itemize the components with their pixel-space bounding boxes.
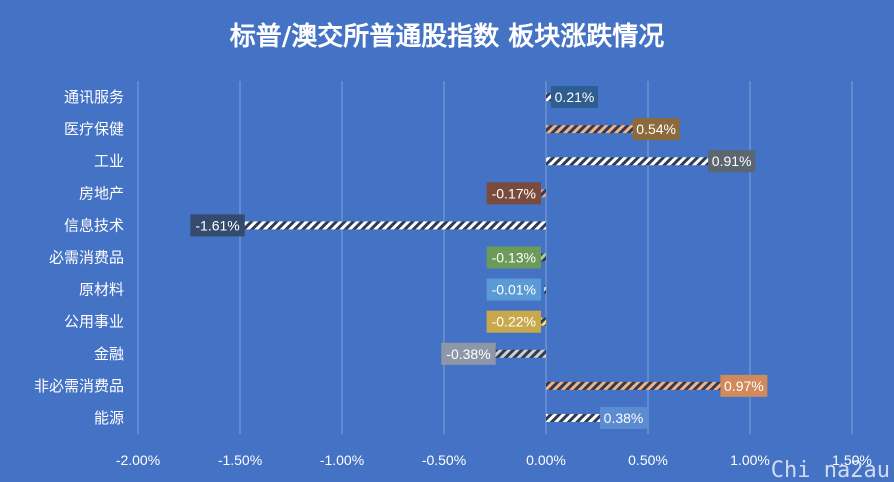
category-label: 金融 (94, 345, 124, 363)
data-label-text: -0.13% (492, 250, 536, 266)
x-tick-labels: -2.00% -1.50% -1.00% -0.50% 0.00% 0.50% 1.00% 1… (116, 452, 872, 468)
category-label: 通讯服务 (64, 88, 124, 106)
data-label-text: -0.17% (492, 185, 536, 201)
data-label: 0.91% (708, 150, 756, 173)
data-label-box (441, 342, 496, 365)
x-tick-label: 1.00% (730, 452, 770, 468)
data-label-text: -0.01% (492, 282, 536, 298)
data-label: -0.01% (486, 278, 541, 301)
data-label: -1.61% (190, 214, 245, 237)
category-label: 信息技术 (64, 216, 124, 234)
bar (546, 413, 624, 422)
data-label-text: -0.22% (492, 314, 536, 330)
data-label: -0.17% (486, 182, 541, 205)
data-label-box (632, 118, 680, 141)
bar (543, 285, 546, 294)
data-label-text: 0.38% (604, 410, 644, 426)
data-label-text: -0.38% (446, 346, 490, 362)
data-label-box (486, 182, 541, 205)
x-tick-label: -2.00% (116, 452, 160, 468)
category-label: 医疗保健 (64, 120, 124, 138)
category-label: 工业 (94, 152, 124, 170)
data-label-text: 0.91% (712, 153, 752, 169)
category-label: 必需消费品 (49, 249, 124, 267)
bar (546, 381, 744, 390)
data-label: 0.54% (632, 118, 680, 141)
data-label-box (486, 278, 541, 301)
data-label-box (600, 406, 648, 429)
bar (468, 349, 546, 358)
x-tick-label: -0.50% (422, 452, 466, 468)
category-label: 原材料 (79, 281, 124, 299)
data-label-text: 0.54% (636, 121, 676, 137)
category-label: 非必需消费品 (34, 377, 124, 395)
data-label-box (708, 150, 756, 173)
data-label-box (486, 246, 541, 269)
x-tick-label: 0.50% (628, 452, 668, 468)
data-label: -0.38% (441, 342, 496, 365)
data-label-box (486, 310, 541, 333)
watermark: Chi na2au (771, 458, 890, 482)
bars-group (217, 93, 744, 422)
category-label: 能源 (94, 409, 124, 427)
bar (217, 221, 546, 230)
chart-title: 标普/澳交所普通股指数 板块涨跌情况 (230, 21, 665, 52)
x-tick-label: 0.00% (526, 452, 566, 468)
data-label-box (190, 214, 245, 237)
data-label: 0.38% (600, 406, 648, 429)
data-label-text: 0.97% (724, 378, 764, 394)
data-label: -0.22% (486, 310, 541, 333)
data-label-box (720, 374, 768, 397)
bar (546, 157, 732, 166)
x-tick-label: -1.00% (320, 452, 364, 468)
data-label: -0.13% (486, 246, 541, 269)
x-tick-label: -1.50% (218, 452, 262, 468)
data-label-text: 0.21% (555, 89, 595, 105)
data-labels: 0.21% 0.54% 0.91% -0.17% -1.61% -0.13% -0.01% -… (190, 86, 768, 429)
data-label-text: -1.61% (195, 217, 239, 233)
bar (546, 125, 657, 134)
data-label-box (551, 86, 598, 109)
category-label: 房地产 (79, 184, 124, 202)
data-label: 0.21% (551, 86, 598, 109)
data-label: 0.97% (720, 374, 768, 397)
x-tick-label: 1.50% (832, 452, 872, 468)
category-label: 公用事业 (64, 313, 124, 331)
